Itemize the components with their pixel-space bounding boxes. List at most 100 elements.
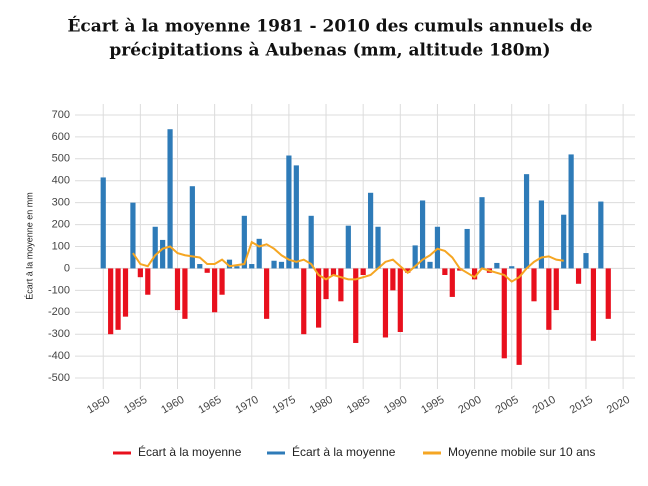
- bar: [152, 226, 158, 269]
- moving-average-line: [132, 240, 564, 283]
- bar: [449, 268, 455, 297]
- bar: [382, 268, 389, 338]
- bar: [353, 268, 359, 343]
- legend-label: Écart à la moyenne: [138, 444, 242, 459]
- bar: [293, 165, 299, 269]
- bar: [494, 262, 500, 269]
- bar: [234, 266, 240, 269]
- bar: [546, 268, 552, 330]
- bar: [390, 268, 396, 291]
- bar: [249, 264, 255, 269]
- bar: [256, 238, 262, 269]
- bar: [575, 268, 582, 284]
- chart-title: précipitations à Aubenas (mm, altitude 1…: [109, 41, 550, 61]
- bar: [316, 268, 322, 328]
- x-tick-label: 1960: [159, 394, 186, 417]
- bar: [412, 245, 418, 269]
- x-tick-label: 1995: [419, 394, 446, 417]
- bar: [219, 268, 225, 295]
- bar: [115, 268, 121, 330]
- bar: [204, 268, 210, 273]
- x-tick-label: 2010: [531, 394, 558, 417]
- bar: [605, 268, 611, 319]
- bar: [405, 268, 411, 273]
- bar: [501, 268, 507, 359]
- y-tick-label: -200: [48, 306, 70, 318]
- bar: [479, 197, 485, 269]
- y-axis-label: Écart à la moyenne en mm: [24, 192, 34, 300]
- bar: [523, 174, 530, 269]
- bar: [345, 225, 351, 269]
- bar: [330, 268, 337, 275]
- bar: [583, 253, 589, 269]
- x-tick-label: 1990: [382, 394, 409, 417]
- bar: [130, 202, 136, 269]
- x-tick-label: 1970: [234, 394, 261, 417]
- y-tick-label: 100: [52, 240, 70, 252]
- y-tick-label: 300: [52, 197, 70, 209]
- x-tick-label: 1965: [196, 394, 223, 417]
- x-tick-label: 2000: [456, 394, 483, 417]
- y-tick-label: 400: [52, 175, 70, 187]
- y-tick-label: -500: [48, 372, 70, 384]
- x-tick-label: 1985: [345, 394, 372, 417]
- bar: [174, 268, 181, 311]
- bar: [516, 268, 522, 365]
- bar: [122, 268, 129, 317]
- bar: [598, 201, 604, 269]
- x-tick-label: 1980: [308, 394, 335, 417]
- bar: [182, 268, 188, 319]
- bar: [271, 260, 277, 269]
- bar: [464, 228, 470, 269]
- bar: [197, 264, 203, 269]
- bar: [531, 268, 537, 302]
- bar: [538, 200, 545, 269]
- y-tick-label: -100: [48, 284, 70, 296]
- y-tick-label: 600: [52, 131, 70, 143]
- x-tick-label: 2020: [605, 394, 632, 417]
- legend-label: Écart à la moyenne: [292, 444, 396, 459]
- bar: [471, 268, 478, 280]
- bar: [189, 186, 195, 269]
- bar: [553, 268, 559, 311]
- bar: [568, 154, 574, 269]
- bar: [301, 268, 307, 335]
- bar: [397, 268, 403, 332]
- y-tick-label: 200: [52, 218, 70, 230]
- bar: [375, 226, 381, 269]
- bar: [509, 266, 515, 269]
- chart-title: Écart à la moyenne 1981 - 2010 des cumul…: [67, 16, 592, 37]
- bar: [323, 268, 329, 300]
- bar: [145, 268, 151, 295]
- bar: [137, 268, 143, 278]
- x-tick-label: 1955: [122, 394, 149, 417]
- bar: [434, 226, 441, 269]
- bar: [278, 261, 285, 269]
- y-tick-label: 500: [52, 153, 70, 165]
- bar: [308, 215, 314, 269]
- bar: [561, 214, 567, 269]
- bar: [360, 268, 366, 275]
- x-tick-label: 2015: [568, 394, 595, 417]
- x-tick-label: 1950: [85, 394, 112, 417]
- bar: [442, 268, 448, 275]
- bar: [108, 268, 114, 335]
- x-tick-label: 1975: [271, 394, 298, 417]
- bar: [100, 177, 106, 269]
- bar: [590, 268, 597, 341]
- bar: [160, 239, 166, 269]
- bar: [241, 215, 247, 269]
- y-tick-label: 0: [64, 262, 70, 274]
- y-tick-label: 700: [52, 109, 70, 121]
- bar: [419, 200, 426, 269]
- bar: [264, 268, 270, 319]
- bar: [367, 192, 374, 269]
- bar: [286, 155, 292, 269]
- y-tick-label: -300: [48, 328, 70, 340]
- y-tick-label: -400: [48, 350, 70, 362]
- x-tick-label: 2005: [493, 394, 520, 417]
- bar: [427, 261, 433, 269]
- bar: [226, 259, 233, 269]
- bar: [167, 129, 173, 269]
